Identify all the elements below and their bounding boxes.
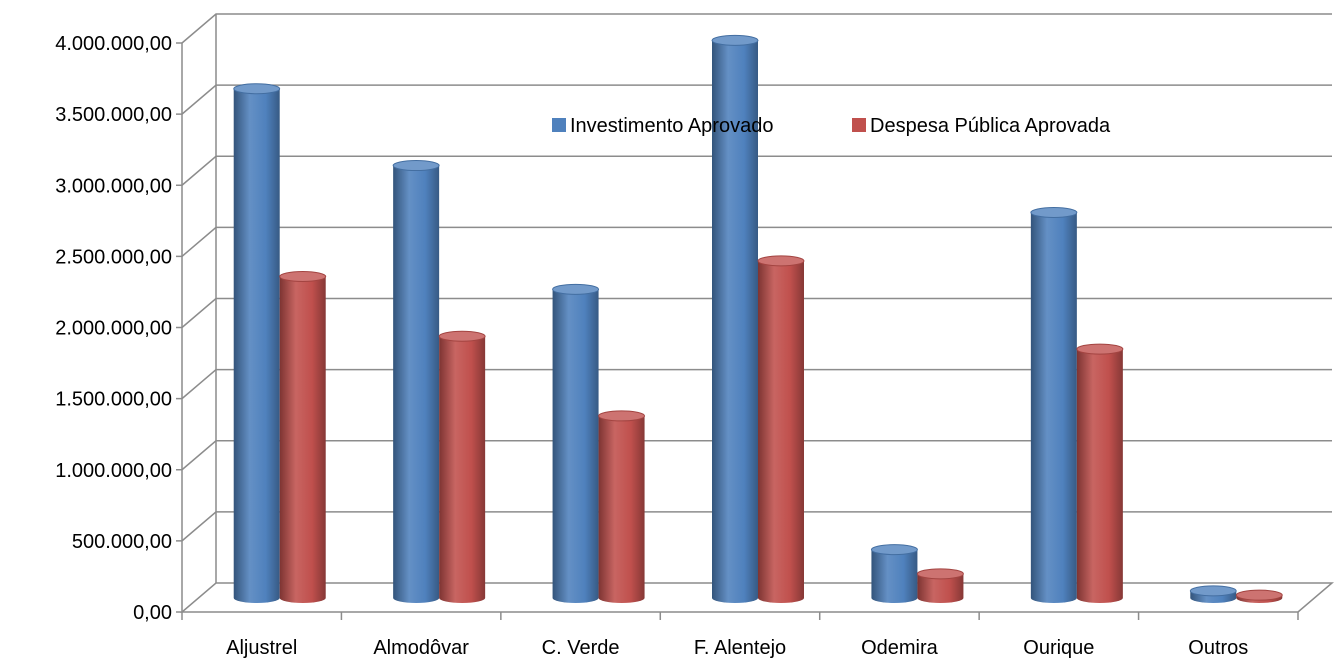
axes: 0,00 500.000,00 1.000.000,00 1.500.000,00 2.… [55, 14, 1335, 659]
legend-label: Despesa Pública Aprovada [870, 115, 1111, 137]
y-tick-label: 2.500.000,00 [55, 246, 172, 268]
bar-investimento [711, 34, 759, 603]
legend-label: Investimento Aprovado [570, 115, 773, 137]
bar-investimento [870, 544, 918, 603]
x-tick-label: Odemira [861, 637, 939, 659]
bar-investimento [1189, 585, 1237, 603]
bar-despesa [598, 410, 646, 603]
legend-item: Investimento Aprovado [552, 115, 773, 137]
legend: Investimento Aprovado Despesa Pública Apr… [552, 115, 1111, 137]
chart-floor [179, 582, 1335, 613]
x-tick-label: Outros [1188, 637, 1248, 659]
x-tick-label: F. Alentejo [694, 637, 786, 659]
bar-despesa [1235, 589, 1283, 603]
x-tick-label: C. Verde [542, 637, 620, 659]
y-tick-label: 1.000.000,00 [55, 460, 172, 482]
y-tick-label: 500.000,00 [72, 531, 172, 553]
y-tick-label: 2.000.000,00 [55, 318, 172, 340]
bar-despesa [438, 330, 486, 603]
y-tick-label: 3.000.000,00 [55, 175, 172, 197]
y-tick-label: 3.500.000,00 [55, 104, 172, 126]
bar-investimento [1030, 207, 1078, 603]
bar-investimento [233, 83, 281, 604]
bar-investimento [392, 160, 440, 603]
x-tick-label: Ourique [1023, 637, 1094, 659]
legend-item: Despesa Pública Aprovada [852, 115, 1111, 137]
legend-swatch [852, 118, 866, 132]
y-tick-label: 4.000.000,00 [55, 33, 172, 55]
bar-despesa [279, 271, 327, 603]
bars [233, 34, 1283, 604]
x-tick-label: Aljustrel [226, 637, 297, 659]
y-tick-label: 0,00 [133, 602, 172, 624]
bar-despesa [757, 255, 805, 603]
y-tick-label: 1.500.000,00 [55, 389, 172, 411]
x-tick-label: Almodôvar [373, 637, 469, 659]
legend-swatch [552, 118, 566, 132]
bar-despesa [1076, 343, 1124, 603]
bar-investimento [552, 283, 600, 603]
bar-despesa [916, 568, 964, 603]
